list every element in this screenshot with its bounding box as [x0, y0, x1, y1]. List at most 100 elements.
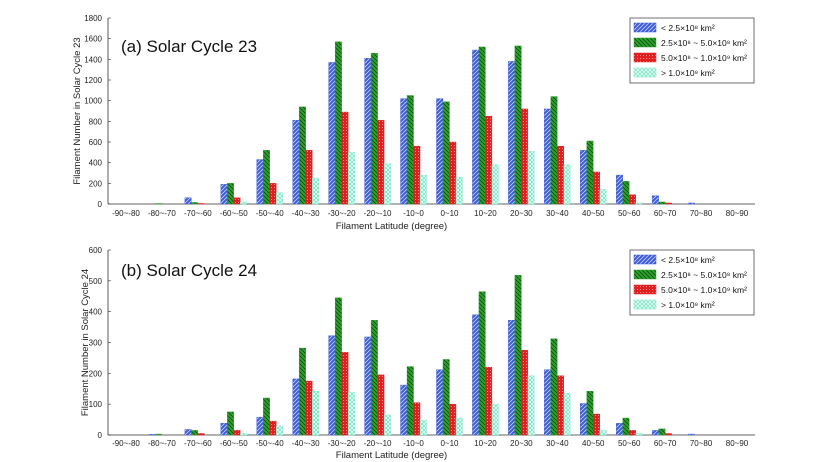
x-tick-label: 50~60 [618, 439, 641, 448]
x-tick-label: 20~30 [510, 209, 533, 218]
bar-series-3-10~20 [485, 366, 493, 436]
bar-series-4--10~0 [419, 420, 427, 436]
legend-swatch [633, 269, 657, 280]
bar-series-4-10~20 [491, 164, 499, 205]
y-tick-label: 500 [89, 277, 103, 286]
x-tick-label: 20~30 [510, 439, 533, 448]
y-tick-label: 600 [89, 246, 103, 255]
bar-series-2-10~20 [478, 46, 486, 205]
x-tick-label: -90~-80 [112, 209, 140, 218]
bar-series-2-30~40 [550, 338, 558, 436]
bar-series-3--70~-60 [197, 203, 205, 205]
y-tick-label: 200 [89, 179, 103, 188]
legend-swatch [633, 254, 657, 265]
x-tick-label: -60~-50 [220, 439, 248, 448]
y-tick-label: 1600 [84, 35, 102, 44]
bar-series-2--80~-70 [155, 203, 163, 205]
x-tick-label: -50~-40 [256, 439, 284, 448]
bar-series-2-60~70 [658, 428, 666, 436]
bar-series-2-40~50 [586, 140, 594, 205]
x-tick-label: -60~-50 [220, 209, 248, 218]
x-tick-label: 40~50 [582, 209, 605, 218]
x-tick-label: 0~10 [440, 439, 459, 448]
bar-series-1--50~-40 [256, 159, 264, 205]
bar-series-3--30~-20 [341, 352, 349, 436]
x-tick-label: -40~-30 [292, 209, 320, 218]
x-tick-label: 70~80 [690, 439, 713, 448]
x-tick-label: 0~10 [440, 209, 459, 218]
x-tick-label: -70~-60 [184, 439, 212, 448]
bar-series-3-0~10 [449, 141, 457, 205]
bar-series-3--40~-30 [305, 380, 313, 436]
y-tick-label: 600 [89, 138, 103, 147]
bar-series-4--60~-50 [240, 433, 248, 436]
bar-series-1-0~10 [436, 98, 444, 205]
bar-series-1-0~10 [436, 369, 444, 436]
bar-series-2-10~20 [478, 291, 486, 436]
bar-series-2-0~10 [442, 359, 450, 436]
legend: < 2.5×10⁸ km² 2.5×10⁸ ~ 5.0×10⁸ km² 5.0×10… [629, 17, 755, 84]
x-tick-label: -10~0 [403, 439, 424, 448]
bar-series-4--50~-40 [276, 425, 283, 436]
bar-series-2-30~40 [550, 96, 558, 205]
bar-series-3-10~20 [485, 115, 493, 205]
x-tick-label: 80~90 [726, 439, 749, 448]
x-tick-label: -20~-10 [364, 439, 392, 448]
bar-series-3--60~-50 [233, 430, 241, 436]
bar-series-2--80~-70 [155, 433, 163, 436]
bar-series-3-40~50 [593, 413, 600, 436]
legend-swatch [633, 52, 657, 63]
bar-series-4--10~0 [419, 174, 427, 205]
x-tick-label: -80~-70 [148, 439, 176, 448]
legend: < 2.5×10⁸ km² 2.5×10⁸ ~ 5.0×10⁸ km² 5.0×10… [629, 249, 755, 316]
bar-series-2-40~50 [586, 391, 594, 436]
bar-series-1-70~80 [687, 202, 695, 205]
x-tick-label: 30~40 [546, 439, 569, 448]
bar-series-2--50~-40 [263, 150, 270, 205]
bar-series-2-50~60 [622, 181, 630, 205]
bar-series-1-10~20 [472, 49, 480, 205]
bar-series-1--40~-30 [292, 378, 300, 436]
legend-swatch [633, 284, 657, 295]
bar-series-2--10~0 [406, 95, 414, 205]
y-tick-label: 300 [89, 339, 103, 348]
bar-series-3-30~40 [557, 145, 565, 205]
bar-series-2-20~30 [514, 275, 522, 436]
legend-swatch [633, 22, 657, 33]
bar-series-1-20~30 [508, 320, 516, 436]
x-tick-label: -10~0 [403, 209, 424, 218]
legend-swatch [633, 37, 657, 48]
bar-series-3--20~-10 [377, 120, 385, 205]
bar-series-2--20~-10 [370, 320, 378, 436]
bar-series-3--70~-60 [197, 433, 205, 436]
y-tick-label: 1200 [84, 76, 102, 85]
bar-series-1-40~50 [580, 403, 587, 436]
bar-series-4--20~-10 [383, 414, 391, 436]
bar-series-4-50~60 [635, 202, 643, 205]
bar-series-4--40~-30 [311, 391, 319, 436]
bar-series-4-10~20 [491, 403, 499, 436]
bar-series-3--10~0 [413, 402, 421, 436]
x-tick-label: -40~-30 [292, 439, 320, 448]
bar-series-1--60~-50 [220, 184, 228, 205]
bar-series-3-50~60 [628, 430, 636, 436]
bar-series-4-0~10 [455, 417, 463, 436]
bar-series-1--30~-20 [328, 62, 336, 205]
bar-series-3--60~-50 [233, 197, 241, 205]
panel-title: (b) Solar Cycle 24 [121, 261, 257, 280]
bar-series-4--40~-30 [311, 177, 319, 205]
legend-entry: < 2.5×10⁸ km² [661, 255, 715, 265]
x-tick-label: 30~40 [546, 209, 569, 218]
bar-series-4--30~-20 [347, 392, 355, 436]
bar-series-1--70~-60 [184, 197, 192, 205]
bar-series-1--20~-10 [364, 58, 372, 205]
bar-series-1--40~-30 [292, 120, 300, 205]
chart-panel-2: 0 100 200 300 400 500 600 -90~-80 -80~-70 -70~-60… [80, 246, 755, 461]
bar-series-1-60~70 [651, 195, 659, 205]
bar-series-1--20~-10 [364, 336, 372, 436]
bar-series-4-30~40 [563, 393, 571, 436]
x-tick-label: 70~80 [690, 209, 713, 218]
bar-series-1--10~0 [400, 98, 408, 205]
bar-series-3--50~-40 [269, 420, 277, 436]
